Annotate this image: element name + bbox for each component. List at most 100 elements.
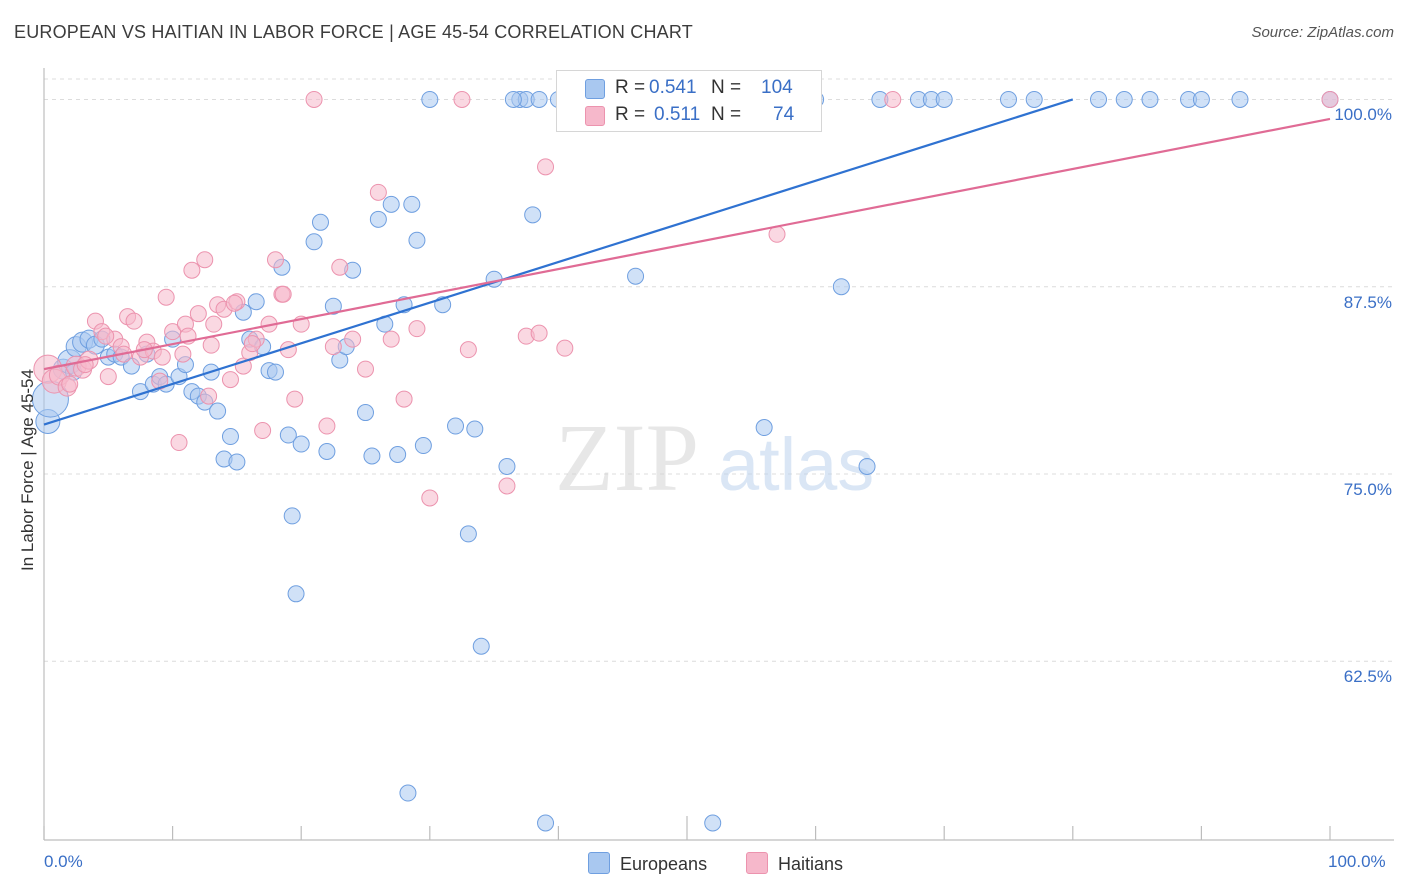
legend-row-haitians: R = 0.511 N = 74	[557, 102, 821, 128]
europeans-point-40	[292, 435, 310, 453]
europeans-n-label: N =	[711, 77, 742, 98]
haitians-point-60	[1321, 90, 1339, 108]
haitians-n-label: N =	[711, 104, 742, 125]
y-tick-label-2: 87.5%	[1343, 292, 1392, 312]
europeans-point-50	[369, 210, 387, 228]
europeans-point-89	[1090, 90, 1108, 108]
haitians-swatch	[585, 106, 605, 126]
haitians-point-68	[200, 387, 218, 405]
y-tick-label-0: 62.5%	[1343, 667, 1392, 687]
europeans-swatch	[585, 79, 605, 99]
x-tick-label-max: 100.0%	[1328, 852, 1386, 871]
haitians-point-44	[344, 330, 362, 348]
europeans-point-43	[318, 443, 336, 461]
y-tick-label-3: 100.0%	[1334, 105, 1392, 125]
europeans-point-57	[408, 231, 426, 249]
haitians-point-65	[61, 375, 79, 393]
europeans-point-90	[1115, 90, 1133, 108]
haitians-point-69	[97, 327, 115, 345]
europeans-point-77	[704, 814, 722, 832]
europeans-point-91	[1141, 90, 1159, 108]
haitians-point-42	[324, 338, 342, 356]
europeans-r-label: R =	[615, 77, 646, 98]
europeans-point-82	[832, 278, 850, 296]
europeans-point-66	[498, 457, 516, 475]
haitians-point-61	[274, 285, 292, 303]
haitians-point-18	[157, 288, 175, 306]
haitians-point-19	[164, 323, 182, 341]
haitians-point-55	[530, 324, 548, 342]
europeans-point-64	[472, 637, 490, 655]
haitians-point-23	[189, 305, 207, 323]
europeans-point-86	[935, 90, 953, 108]
x-tick-label-min: 0.0%	[44, 852, 83, 871]
haitians-point-53	[498, 477, 516, 495]
haitians-point-67	[153, 348, 171, 366]
haitians-point-59	[884, 90, 902, 108]
haitians-point-62	[225, 294, 243, 312]
europeans-point-55	[399, 784, 417, 802]
europeans-point-62	[459, 525, 477, 543]
haitians-point-51	[453, 90, 471, 108]
legend-row-europeans: R = 0.541 N = 104	[557, 75, 821, 101]
chart-title: EUROPEAN VS HAITIAN IN LABOR FORCE | AGE…	[14, 22, 693, 42]
haitians-point-40	[305, 90, 323, 108]
bottom-haitians-swatch	[746, 852, 768, 874]
europeans-r-value: 0.541	[649, 77, 697, 98]
haitians-point-47	[382, 330, 400, 348]
haitians-point-13	[125, 312, 143, 330]
europeans-point-98	[858, 457, 876, 475]
haitians-point-49	[408, 320, 426, 338]
haitians-point-45	[357, 360, 374, 378]
europeans-point-39	[287, 585, 305, 603]
europeans-point-75	[627, 267, 645, 285]
haitians-point-73	[205, 315, 223, 333]
bottom-legend-europeans: Europeans	[588, 852, 707, 875]
europeans-point-26	[209, 402, 227, 420]
bottom-legend-haitians: Haitians	[746, 852, 843, 875]
europeans-point-28	[221, 428, 239, 446]
europeans-point-29	[228, 453, 246, 471]
europeans-point-69	[524, 206, 542, 224]
haitians-point-46	[369, 183, 387, 201]
europeans-point-58	[414, 437, 432, 455]
watermark-atlas: atlas	[718, 423, 874, 506]
europeans-point-79	[755, 419, 773, 437]
europeans-point-53	[389, 445, 407, 463]
bottom-europeans-label: Europeans	[620, 854, 708, 874]
haitians-point-33	[254, 422, 272, 440]
axes	[43, 68, 1394, 841]
haitians-point-38	[286, 390, 304, 408]
europeans-point-38	[283, 507, 301, 525]
europeans-point-61	[447, 417, 465, 435]
haitians-point-20	[170, 434, 188, 452]
bottom-europeans-swatch	[588, 852, 610, 874]
haitians-point-56	[537, 158, 555, 176]
haitians-point-70	[243, 335, 261, 353]
haitians-n-value: 74	[773, 104, 795, 125]
europeans-point-52	[382, 195, 400, 213]
europeans-point-63	[466, 420, 484, 438]
chart-source: Source: ZipAtlas.com	[1251, 24, 1394, 41]
europeans-point-71	[537, 814, 555, 832]
europeans-point-35	[266, 363, 284, 381]
haitians-points	[33, 90, 1339, 507]
haitians-point-22	[183, 261, 201, 279]
haitians-point-9	[99, 368, 117, 386]
haitians-point-25	[202, 336, 220, 354]
europeans-point-59	[421, 90, 439, 108]
europeans-point-42	[311, 213, 329, 231]
europeans-point-44	[324, 297, 342, 315]
europeans-point-88	[1025, 90, 1043, 108]
haitians-trend-line	[43, 117, 1331, 371]
trend-lines	[43, 98, 1331, 426]
europeans-point-87	[1000, 90, 1017, 108]
europeans-point-56	[403, 195, 421, 213]
haitians-point-72	[174, 345, 192, 363]
haitians-point-28	[221, 371, 239, 389]
europeans-point-93	[1192, 90, 1210, 108]
y-tick-label-1: 75.0%	[1343, 479, 1392, 499]
europeans-point-70	[530, 90, 548, 108]
y-axis-label: In Labor Force | Age 45-54	[18, 369, 37, 571]
